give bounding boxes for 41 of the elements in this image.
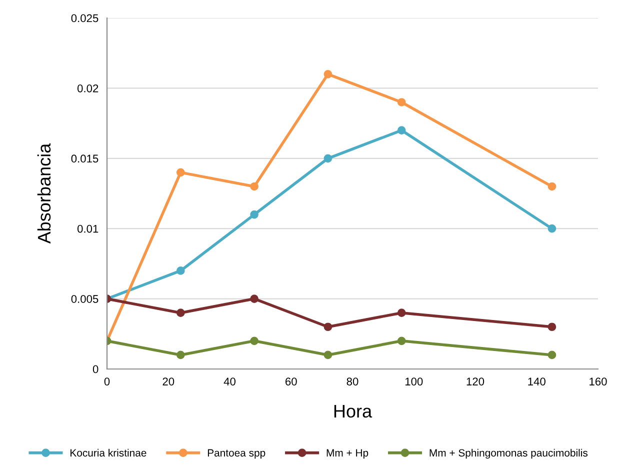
- x-tick-label: 60: [286, 378, 297, 386]
- x-axis-title: Hora: [334, 405, 372, 418]
- point: [250, 336, 258, 346]
- point: [397, 308, 406, 318]
- point: [176, 308, 185, 318]
- point: [250, 210, 258, 219]
- point: [397, 336, 406, 346]
- point: [176, 168, 185, 177]
- legend-label: Kocuria kristinae: [70, 448, 146, 457]
- y-tick-label: 0.005: [71, 295, 98, 303]
- x-tick-label: 40: [224, 378, 236, 386]
- x-tick-label: 0: [104, 378, 110, 386]
- y-tick-label: 0.025: [71, 14, 98, 22]
- point: [176, 266, 185, 275]
- x-tick-label: 80: [346, 378, 358, 386]
- y-tick-label: 0.02: [77, 84, 98, 92]
- y-tick-label: 0.01: [77, 224, 98, 233]
- point: [250, 294, 258, 303]
- y-tick-label: 0: [92, 365, 98, 374]
- legend-label: Pantoea spp: [208, 449, 266, 459]
- y-tick-label: 0.015: [71, 154, 98, 163]
- x-tick-label: 20: [162, 378, 174, 386]
- point: [324, 322, 332, 332]
- x-tick-label: 120: [466, 378, 484, 386]
- point: [397, 126, 406, 134]
- point: [548, 182, 556, 191]
- point: [324, 70, 332, 78]
- point: [397, 98, 406, 106]
- x-tick-label: 100: [405, 378, 423, 386]
- point: [324, 154, 332, 163]
- x-tick-label: 160: [590, 378, 607, 386]
- point: [176, 350, 185, 360]
- y-axis-title: Absorbancia: [37, 143, 51, 244]
- legend-label: Mm + Sphingomonas paucimobilis: [430, 448, 588, 459]
- point: [324, 350, 332, 360]
- x-tick-label: 140: [528, 378, 546, 386]
- point: [548, 224, 556, 233]
- point: [548, 350, 556, 360]
- point: [548, 322, 556, 332]
- point: [250, 182, 258, 191]
- legend-label: Mm + Hp: [326, 449, 368, 459]
